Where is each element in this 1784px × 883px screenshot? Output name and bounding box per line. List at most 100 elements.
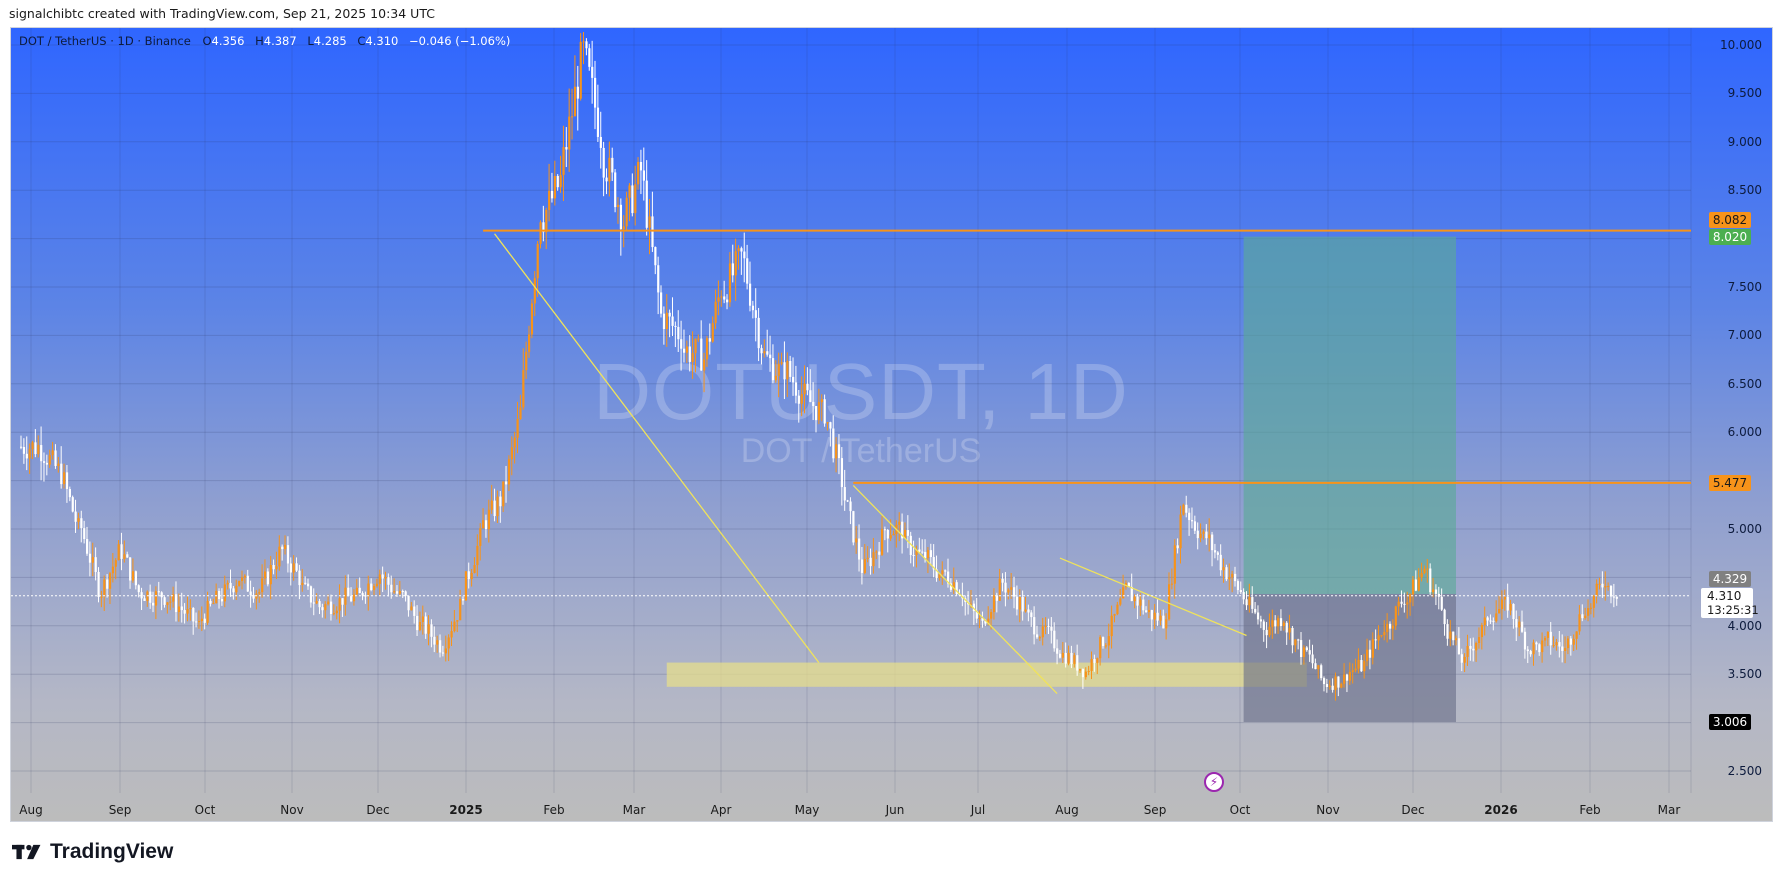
candle-up bbox=[444, 648, 447, 654]
candle-down bbox=[1388, 623, 1392, 629]
symbol-legend[interactable]: DOT / TetherUS · 1D · Binance O4.356 H4.… bbox=[19, 34, 517, 48]
candle-up bbox=[1572, 638, 1575, 645]
candle-up bbox=[1509, 604, 1512, 611]
candle-up bbox=[235, 585, 238, 593]
candle-down bbox=[1486, 617, 1489, 621]
last-price-value: 4.310 bbox=[1707, 589, 1742, 603]
candle-up bbox=[1500, 599, 1504, 609]
candle-down bbox=[657, 265, 660, 293]
candle-up bbox=[892, 533, 895, 536]
candle-up bbox=[123, 554, 126, 559]
candle-down bbox=[731, 263, 734, 276]
candle-up bbox=[510, 447, 513, 460]
candle-up bbox=[470, 572, 473, 580]
candle-down bbox=[1538, 644, 1541, 653]
candle-down bbox=[318, 601, 321, 608]
candle-up bbox=[393, 591, 396, 593]
candle-down bbox=[358, 587, 361, 594]
symbol-name[interactable]: DOT / TetherUS · 1D · Binance bbox=[19, 34, 191, 48]
candle-down bbox=[1549, 631, 1552, 646]
candle-down bbox=[493, 500, 496, 517]
candle-down bbox=[312, 602, 315, 604]
candle-up bbox=[998, 578, 1001, 601]
candle-down bbox=[588, 48, 591, 67]
candle-down bbox=[846, 500, 849, 502]
time-tick: Jun bbox=[885, 803, 905, 817]
price-chart-canvas[interactable] bbox=[11, 28, 1773, 822]
candle-up bbox=[1133, 596, 1136, 602]
candle-up bbox=[1340, 683, 1343, 688]
candle-down bbox=[642, 170, 645, 181]
candle-down bbox=[152, 602, 155, 606]
candle-down bbox=[120, 544, 123, 559]
candle-up bbox=[476, 545, 479, 566]
lightning-icon[interactable]: ⚡ bbox=[1204, 772, 1224, 792]
candle-down bbox=[886, 530, 889, 539]
resistance-high-price-tag: 8.082 bbox=[1709, 212, 1751, 228]
candle-up bbox=[648, 216, 651, 228]
candle-down bbox=[1612, 596, 1616, 598]
candle-up bbox=[1334, 676, 1337, 690]
candle-up bbox=[292, 563, 295, 573]
tradingview-logo[interactable]: TradingView bbox=[12, 840, 173, 864]
candle-up bbox=[464, 571, 468, 601]
candle-down bbox=[416, 615, 419, 631]
candle-down bbox=[1239, 590, 1242, 593]
candle-down bbox=[266, 571, 270, 585]
candle-up bbox=[774, 375, 778, 381]
candle-up bbox=[1122, 587, 1125, 599]
candle-down bbox=[921, 551, 924, 553]
candle-up bbox=[1466, 645, 1469, 657]
candle-down bbox=[1443, 609, 1446, 625]
candle-up bbox=[459, 599, 462, 621]
candle-up bbox=[1394, 606, 1397, 626]
entry-price-tag: 4.329 bbox=[1709, 571, 1751, 587]
candle-up bbox=[1357, 660, 1360, 669]
time-tick: Apr bbox=[710, 803, 732, 817]
candle-up bbox=[1277, 618, 1280, 627]
candle-up bbox=[941, 570, 944, 575]
candle-down bbox=[1305, 647, 1308, 651]
candle-down bbox=[1205, 531, 1208, 539]
candle-up bbox=[881, 529, 884, 555]
candle-up bbox=[562, 147, 565, 175]
candle-down bbox=[361, 593, 364, 596]
low-value: 4.285 bbox=[313, 34, 347, 48]
candle-down bbox=[1070, 652, 1073, 665]
candle-down bbox=[286, 545, 290, 564]
candle-down bbox=[1254, 608, 1257, 613]
candle-up bbox=[582, 41, 585, 43]
candle-up bbox=[1397, 601, 1400, 607]
candle-down bbox=[1053, 630, 1056, 649]
time-tick: Nov bbox=[280, 803, 304, 817]
candle-up bbox=[177, 606, 181, 613]
candle-up bbox=[553, 175, 557, 199]
candle-up bbox=[200, 618, 204, 622]
candle-down bbox=[542, 222, 545, 233]
candle-up bbox=[1170, 583, 1174, 585]
candle-up bbox=[1417, 577, 1420, 591]
candle-up bbox=[898, 521, 901, 525]
candle-down bbox=[1489, 620, 1492, 622]
candle-down bbox=[1374, 639, 1377, 641]
price-tick: 9.000 bbox=[1727, 135, 1762, 149]
candle-down bbox=[1213, 550, 1217, 553]
candle-down bbox=[677, 326, 680, 340]
chart-panel[interactable]: DOTUSDT, 1D DOT / TetherUS DOT / TetherU… bbox=[10, 27, 1773, 822]
candle-up bbox=[1179, 514, 1182, 549]
candle-up bbox=[625, 197, 628, 227]
candle-up bbox=[1302, 647, 1306, 658]
candle-up bbox=[258, 592, 261, 594]
high-key: H bbox=[255, 34, 264, 48]
candle-down bbox=[981, 618, 984, 621]
candle-up bbox=[1426, 568, 1429, 570]
candle-down bbox=[929, 550, 932, 558]
candle-down bbox=[935, 569, 938, 579]
candle-up bbox=[711, 323, 714, 342]
candle-down bbox=[163, 597, 166, 605]
candle-up bbox=[903, 530, 907, 539]
candle-down bbox=[901, 521, 904, 539]
candle-up bbox=[275, 566, 278, 570]
price-tick: 7.000 bbox=[1727, 328, 1762, 342]
candle-up bbox=[1317, 665, 1320, 670]
